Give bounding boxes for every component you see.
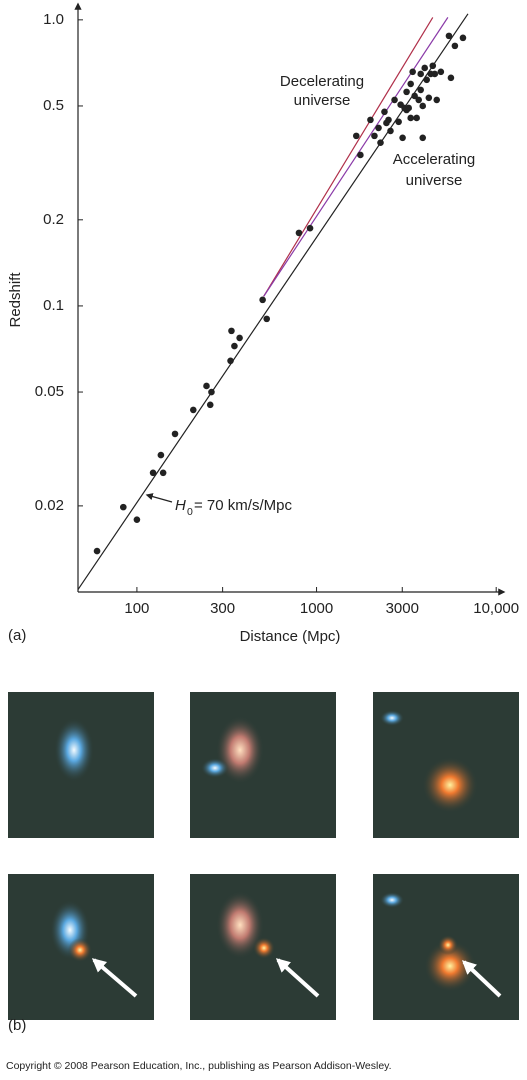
annotation: Decelerating	[280, 73, 364, 90]
data-point	[263, 315, 271, 323]
y-tick-label: 0.05	[35, 383, 64, 400]
data-point	[433, 96, 441, 104]
data-point	[395, 118, 402, 126]
galaxy	[54, 718, 94, 782]
data-point	[295, 229, 303, 237]
data-point	[403, 88, 410, 96]
data-point	[419, 134, 427, 142]
data-point	[407, 114, 414, 122]
data-point	[159, 469, 167, 477]
data-point	[93, 547, 101, 555]
data-point	[399, 134, 406, 142]
annotation: universe	[406, 172, 463, 189]
data-point	[405, 104, 412, 112]
data-point	[227, 357, 234, 365]
data-point	[157, 451, 165, 459]
galaxy	[424, 940, 476, 992]
images	[8, 692, 519, 1020]
data-point	[437, 68, 445, 76]
chart: 100 300 1000 3000 10,000 1.0 0.5 0.2 0.1 0.05 0.02…	[7, 2, 519, 645]
data-point	[413, 114, 420, 122]
data-point	[231, 342, 238, 350]
data-point	[431, 70, 439, 78]
data-point	[425, 94, 433, 102]
data-point	[421, 64, 429, 72]
data-point	[387, 127, 394, 135]
supernova	[438, 935, 458, 955]
data-point	[206, 401, 214, 409]
y-tick-label: 0.1	[43, 297, 64, 314]
galaxy	[380, 710, 404, 726]
data-point	[306, 224, 314, 232]
data-point	[407, 80, 414, 88]
data-point	[371, 132, 378, 140]
data-point	[447, 74, 455, 82]
data-point	[149, 469, 157, 477]
galaxy	[216, 891, 264, 959]
data-point	[367, 116, 374, 124]
data-point	[228, 327, 235, 335]
data-point	[375, 124, 382, 132]
data-point	[120, 503, 127, 511]
annotation: universe	[294, 92, 351, 109]
arrow	[91, 958, 138, 998]
data-point	[377, 139, 384, 147]
data-point	[236, 334, 243, 342]
model-line	[263, 17, 449, 297]
data-point	[459, 34, 467, 42]
annotation-arrow	[145, 493, 173, 503]
x-tick-label: 1000	[300, 600, 333, 617]
data-point	[171, 430, 179, 438]
annotation: Accelerating	[393, 151, 476, 168]
data-point	[259, 296, 266, 304]
data-point	[385, 116, 392, 124]
y-tick-label: 0.02	[35, 497, 64, 514]
y-tick-label: 0.2	[43, 211, 64, 228]
model-line	[263, 17, 434, 297]
arrow	[275, 958, 320, 998]
supernova	[68, 938, 92, 962]
data-point	[445, 32, 453, 40]
data-point	[189, 406, 197, 414]
data-point	[133, 516, 141, 523]
x-tick-label: 3000	[386, 600, 419, 617]
galaxy	[380, 892, 404, 908]
data-point	[411, 92, 418, 100]
x-tick-label: 300	[210, 600, 235, 617]
y-tick-label: 0.5	[43, 97, 64, 114]
arrow	[461, 960, 502, 998]
data-point	[208, 388, 215, 396]
y-axis-label: Redshift	[7, 272, 24, 328]
data-point	[409, 68, 416, 76]
data-point	[451, 42, 459, 50]
x-tick-label: 10,000	[473, 600, 519, 617]
annotation: H	[175, 497, 186, 514]
data-point	[352, 132, 360, 140]
data-point	[429, 62, 437, 70]
galaxy	[201, 758, 229, 778]
data-point	[417, 86, 425, 94]
data-point	[391, 96, 398, 104]
panel-label: (b)	[8, 1017, 26, 1034]
x-tick-label: 100	[124, 600, 149, 617]
copyright: Copyright © 2008 Pearson Education, Inc.…	[6, 1060, 392, 1072]
supernova	[253, 937, 275, 959]
data-point	[423, 76, 431, 84]
data-point	[415, 96, 423, 104]
y-tick-label: 1.0	[43, 11, 64, 28]
data-point	[381, 108, 388, 116]
data-point	[357, 151, 364, 159]
x-axis-label: Distance (Mpc)	[240, 628, 341, 645]
panel-label: (a)	[8, 627, 26, 644]
data-point	[417, 70, 425, 78]
data-point	[203, 382, 210, 390]
data-point	[419, 102, 427, 110]
annotation: 0	[187, 506, 193, 518]
annotation: = 70 km/s/Mpc	[194, 497, 292, 514]
galaxy	[422, 757, 478, 813]
